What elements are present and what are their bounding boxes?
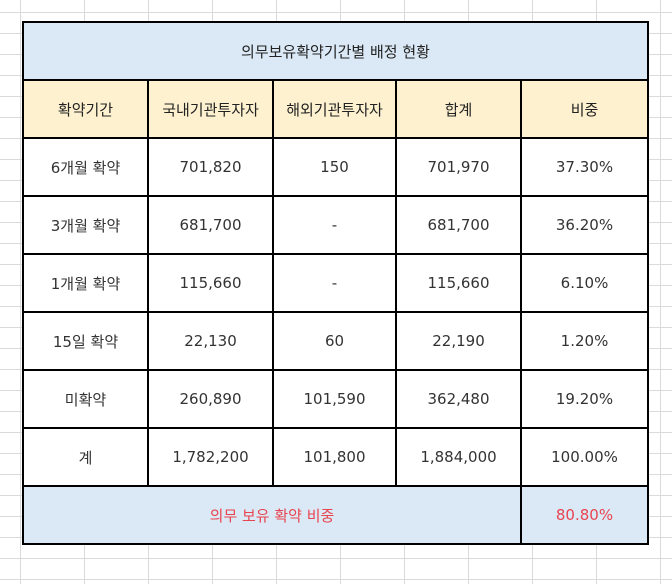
cell-share[interactable]: 37.30%	[520, 137, 649, 197]
cell-share[interactable]: 100.00%	[520, 427, 649, 487]
cell-foreign[interactable]: 101,800	[272, 427, 397, 487]
cell-domestic[interactable]: 22,130	[147, 311, 274, 371]
cell-total[interactable]: 1,884,000	[395, 427, 522, 487]
cell-share[interactable]: 36.20%	[520, 195, 649, 255]
cell-domestic[interactable]: 115,660	[147, 253, 274, 313]
cell-total[interactable]: 701,970	[395, 137, 522, 197]
cell-period[interactable]: 미확약	[22, 369, 149, 429]
cell-foreign[interactable]: -	[272, 253, 397, 313]
table-row: 1개월 확약 115,660 - 115,660 6.10%	[22, 253, 649, 313]
cell-domestic[interactable]: 260,890	[147, 369, 274, 429]
table-title-row: 의무보유확약기간별 배정 현황	[22, 21, 649, 81]
allocation-table: 의무보유확약기간별 배정 현황 확약기간 국내기관투자자 해외기관투자자 합계 …	[22, 21, 649, 545]
table-row: 6개월 확약 701,820 150 701,970 37.30%	[22, 137, 649, 197]
allocation-table-container: 의무보유확약기간별 배정 현황 확약기간 국내기관투자자 해외기관투자자 합계 …	[22, 21, 649, 545]
table-footer-row: 의무 보유 확약 비중 80.80%	[22, 485, 649, 545]
cell-period[interactable]: 1개월 확약	[22, 253, 149, 313]
cell-period[interactable]: 6개월 확약	[22, 137, 149, 197]
table-title[interactable]: 의무보유확약기간별 배정 현황	[22, 21, 649, 81]
header-period[interactable]: 확약기간	[22, 79, 149, 139]
header-total[interactable]: 합계	[395, 79, 522, 139]
cell-period[interactable]: 계	[22, 427, 149, 487]
table-header-row: 확약기간 국내기관투자자 해외기관투자자 합계 비중	[22, 79, 649, 139]
cell-foreign[interactable]: 60	[272, 311, 397, 371]
header-foreign-institutions[interactable]: 해외기관투자자	[272, 79, 397, 139]
table-row: 15일 확약 22,130 60 22,190 1.20%	[22, 311, 649, 371]
header-domestic-institutions[interactable]: 국내기관투자자	[147, 79, 274, 139]
cell-share[interactable]: 19.20%	[520, 369, 649, 429]
table-row: 3개월 확약 681,700 - 681,700 36.20%	[22, 195, 649, 255]
cell-total[interactable]: 115,660	[395, 253, 522, 313]
cell-domestic[interactable]: 701,820	[147, 137, 274, 197]
table-row: 계 1,782,200 101,800 1,884,000 100.00%	[22, 427, 649, 487]
cell-share[interactable]: 1.20%	[520, 311, 649, 371]
cell-share[interactable]: 6.10%	[520, 253, 649, 313]
cell-period[interactable]: 15일 확약	[22, 311, 149, 371]
cell-foreign[interactable]: 150	[272, 137, 397, 197]
cell-period[interactable]: 3개월 확약	[22, 195, 149, 255]
footer-label[interactable]: 의무 보유 확약 비중	[22, 485, 522, 545]
cell-foreign[interactable]: 101,590	[272, 369, 397, 429]
cell-total[interactable]: 681,700	[395, 195, 522, 255]
footer-value[interactable]: 80.80%	[520, 485, 649, 545]
cell-foreign[interactable]: -	[272, 195, 397, 255]
cell-total[interactable]: 22,190	[395, 311, 522, 371]
cell-domestic[interactable]: 681,700	[147, 195, 274, 255]
cell-domestic[interactable]: 1,782,200	[147, 427, 274, 487]
table-row: 미확약 260,890 101,590 362,480 19.20%	[22, 369, 649, 429]
cell-total[interactable]: 362,480	[395, 369, 522, 429]
header-share[interactable]: 비중	[520, 79, 649, 139]
